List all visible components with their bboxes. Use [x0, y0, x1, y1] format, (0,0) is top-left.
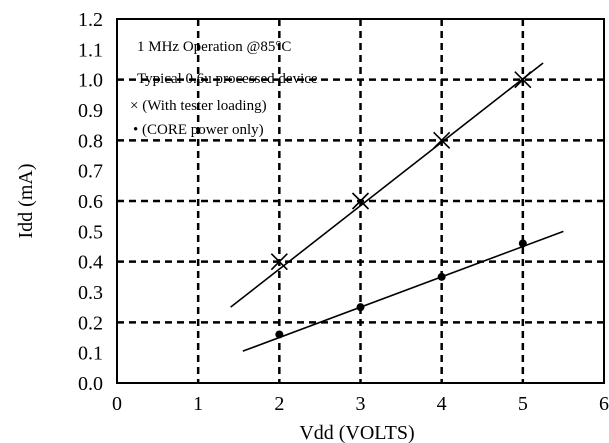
y-tick-label: 0.1 — [78, 343, 103, 365]
x-marker-stroke — [433, 131, 451, 149]
x-marker-stroke — [270, 253, 288, 271]
x-tick-label: 4 — [437, 393, 447, 415]
x-marker-point — [433, 131, 451, 149]
y-tick-label: 1.1 — [78, 39, 103, 61]
y-tick-label: 0.5 — [78, 221, 103, 243]
x-marker-point — [351, 192, 370, 210]
dot-marker-point — [275, 330, 284, 339]
fit-line-tester-loading — [230, 62, 544, 308]
annotation-operation: 1 MHz Operation @85°C — [137, 39, 291, 55]
annotation-device: Typical 0.6u processed device — [137, 71, 318, 87]
y-tick-label: 0.4 — [78, 252, 103, 274]
y-tick-label: 0.2 — [78, 312, 103, 334]
dot-marker-point — [356, 303, 365, 312]
x-marker-stroke — [514, 71, 532, 89]
x-tick-label: 3 — [356, 393, 366, 415]
y-tick-label: 0.7 — [78, 161, 103, 183]
annotation-dot-marker-legend: • (CORE power only) — [133, 122, 264, 138]
y-tick-label: 0.3 — [78, 282, 103, 304]
y-tick-label: 0.0 — [78, 373, 103, 395]
y-tick-label: 1.2 — [78, 9, 103, 31]
x-tick-label: 6 — [599, 393, 609, 415]
x-tick-label: 1 — [193, 393, 203, 415]
fit-lines — [230, 62, 564, 352]
y-tick-label: 0.9 — [78, 100, 103, 122]
annotation-x-marker-legend: × (With tester loading) — [130, 98, 267, 114]
x-tick-label: 0 — [112, 393, 122, 415]
x-tick-label: 5 — [518, 393, 528, 415]
y-tick-label: 1.0 — [78, 70, 103, 92]
dot-marker-point — [518, 239, 527, 248]
fit-line-core-power — [242, 230, 564, 352]
x-tick-label: 2 — [274, 393, 284, 415]
data-markers — [270, 71, 532, 339]
x-axis-title: Vdd (VOLTS) — [299, 422, 414, 443]
y-tick-label: 0.8 — [78, 130, 103, 152]
x-marker-point — [514, 71, 532, 89]
x-marker-point — [270, 253, 288, 271]
annotations: 1 MHz Operation @85°C Typical 0.6u proce… — [130, 39, 318, 138]
plot-frame — [116, 18, 605, 384]
y-axis-title: Idd (mA) — [15, 164, 37, 239]
tick-labels: 0.0 0.1 0.2 0.3 0.4 0.5 0.6 0.7 0.8 0.9 1.0 1.1 1.2 0… — [78, 9, 609, 415]
x-marker-stroke — [351, 192, 370, 210]
y-tick-label: 0.6 — [78, 191, 103, 213]
dot-marker-point — [437, 272, 446, 281]
